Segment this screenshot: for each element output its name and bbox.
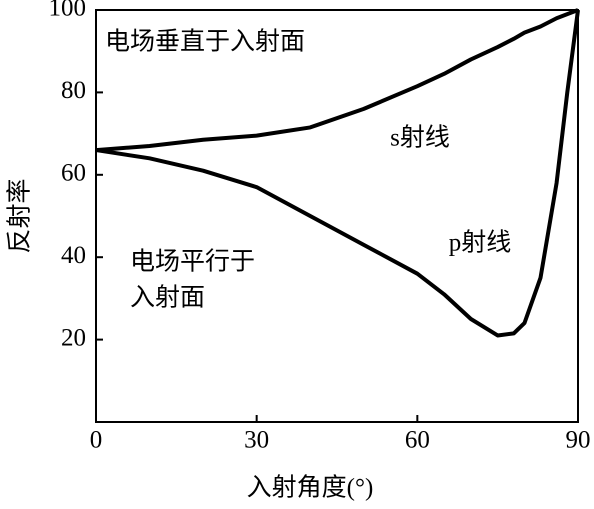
annotation: 电场平行于	[130, 248, 255, 276]
x-tick-label: 0	[90, 427, 103, 454]
series-line	[95, 9, 580, 338]
annotation: 入射面	[130, 284, 205, 312]
y-tick-label: 100	[49, 0, 87, 22]
y-tick-label: 40	[61, 242, 86, 269]
y-tick-label: 60	[61, 160, 86, 187]
series-label: p射线	[449, 229, 512, 257]
y-tick-label: 80	[61, 77, 86, 104]
series-label: s射线	[390, 124, 450, 152]
plot-frame	[95, 9, 579, 423]
x-axis-label: 入射角度(°)	[247, 474, 374, 502]
annotation: 电场垂直于入射面	[105, 28, 305, 56]
y-axis-label: 反射率	[6, 178, 34, 253]
y-tick-label: 20	[61, 324, 86, 351]
x-tick-label: 90	[566, 427, 591, 454]
series-line	[95, 8, 579, 153]
x-tick-label: 60	[405, 427, 430, 454]
x-tick-label: 30	[244, 427, 269, 454]
